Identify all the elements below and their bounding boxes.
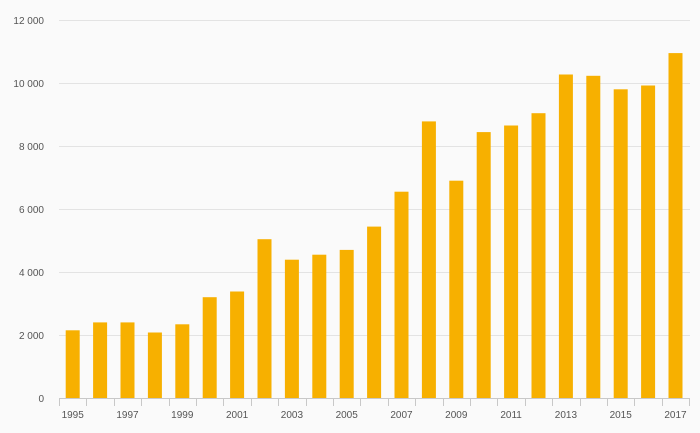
gridlines: [59, 20, 690, 336]
x-tick-label: 2013: [555, 410, 578, 421]
y-tick-label: 2 000: [19, 331, 44, 342]
bar-2005: [339, 249, 354, 398]
x-tick-label: 2011: [500, 410, 522, 421]
y-tick-label: 10 000: [13, 79, 44, 90]
bar-1997: [120, 322, 135, 398]
x-tick-label: 2001: [226, 410, 249, 421]
bar-2001: [230, 291, 245, 398]
y-tick-label: 4 000: [19, 268, 44, 279]
bar-2008: [421, 121, 436, 399]
bar-2009: [449, 180, 464, 398]
x-tick-label: 2009: [445, 410, 468, 421]
bar-2016: [641, 85, 656, 398]
bar-1999: [175, 324, 190, 398]
y-axis-tick-labels: 0 2 000 4 000 6 000 8 000 10 000 12 000: [13, 16, 44, 405]
x-tick-label: 1999: [171, 410, 194, 421]
x-tick-label: 1997: [116, 410, 139, 421]
bar-2000: [202, 297, 217, 398]
y-tick-label: 6 000: [19, 205, 44, 216]
axes: [59, 398, 690, 406]
x-tick-label: 2015: [610, 410, 633, 421]
y-tick-label: 0: [38, 394, 44, 405]
bar-1998: [147, 332, 162, 398]
y-tick-label: 12 000: [13, 16, 44, 27]
bar-2004: [312, 254, 327, 398]
x-tick-label: 2017: [664, 410, 687, 421]
x-tick-label: 2005: [336, 410, 359, 421]
bar-1996: [93, 322, 108, 398]
x-tick-label: 1995: [62, 410, 85, 421]
bar-2012: [531, 113, 546, 398]
bar-2013: [558, 74, 573, 398]
bar-2010: [476, 132, 491, 398]
y-tick-label: 8 000: [19, 142, 44, 153]
bar-2011: [504, 125, 519, 398]
x-tick-label: 2003: [281, 410, 304, 421]
x-axis-tick-labels: 1995 1997 1999 2001 2003 2005 2007 2009 2011 2013…: [62, 410, 687, 421]
bar-2002: [257, 239, 272, 398]
bar-2017: [668, 53, 683, 398]
bar-2003: [284, 259, 299, 398]
bar-2007: [394, 191, 409, 398]
bars: [65, 53, 683, 399]
x-tick-label: 2007: [390, 410, 413, 421]
bar-2006: [367, 226, 382, 398]
bar-1995: [65, 330, 80, 398]
bar-2014: [586, 75, 601, 399]
bar-2015: [613, 89, 628, 399]
